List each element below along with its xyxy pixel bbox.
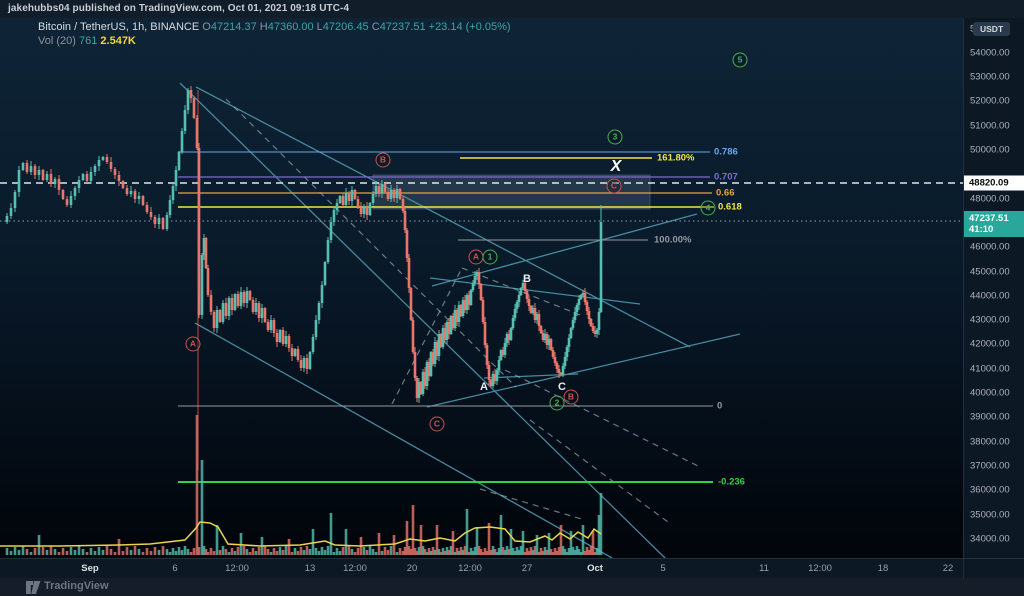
last-price-label: 47237.51 41:10 (964, 211, 1024, 237)
legend-row-volume: Vol (20) 761 2.547K (38, 35, 511, 47)
price-axis-label: 45000.00 (970, 266, 1010, 277)
price-axis-label: 46000.00 (970, 241, 1010, 253)
publish-info-text: jakehubbs04 published on TradingView.com… (8, 3, 350, 14)
time-axis-label: 6 (172, 563, 178, 574)
price-axis-label: 36000.00 (970, 484, 1010, 496)
ohlc-key: O (202, 21, 211, 33)
symbol-legend: Bitcoin / TetherUS, 1h, BINANCE O47214.3… (38, 21, 511, 47)
time-axis-label: Sep (81, 563, 99, 574)
price-axis-label: 53000.00 (970, 71, 1010, 83)
price-axis-label: 39000.00 (970, 411, 1010, 423)
volume-value: 761 (78, 35, 98, 47)
legend-row-ohlc: Bitcoin / TetherUS, 1h, BINANCE O47214.3… (38, 21, 511, 33)
price-axis-label: 51000.00 (970, 120, 1010, 132)
tradingview-brand-text[interactable]: TradingView (44, 580, 109, 592)
price-axis-label: 43000.00 (970, 314, 1010, 326)
ohlc-value: 47214.37 (210, 21, 257, 33)
time-axis-label: 18 (877, 563, 889, 574)
bar-countdown: 41:10 (969, 224, 994, 235)
ohlc-key: H (256, 21, 268, 33)
time-axis-label: 12:00 (808, 563, 832, 574)
change-value: +23.14 (+0.05%) (428, 21, 511, 33)
ohlc-value: 47360.00 (267, 21, 314, 33)
price-axis-label: 40000.00 (970, 387, 1010, 399)
last-price-value: 47237.51 (969, 213, 1009, 224)
publish-info-bar: jakehubbs04 published on TradingView.com… (0, 0, 1024, 18)
price-axis-label: 41000.00 (970, 363, 1010, 375)
time-axis[interactable]: Sep 6 12:00 13 12:00 20 12:00 27 Oct 5 11 12:00 18 22 (0, 558, 1024, 578)
ohlc-key: C (368, 21, 380, 33)
ohlc-value: 47237.51 (379, 21, 426, 33)
price-axis-label: 48000.00 (970, 193, 1010, 205)
candlestick-chart[interactable] (0, 18, 963, 558)
price-axis-label: 35000.00 (970, 509, 1010, 520)
time-axis-label: 12:00 (343, 563, 367, 574)
time-axis-label: 11 (759, 563, 769, 574)
ohlc-value: 47206.45 (322, 21, 369, 33)
price-axis-label: 52000.00 (970, 95, 1010, 107)
time-axis-label: 22 (942, 563, 954, 574)
price-axis-label: 34000.00 (970, 533, 1010, 545)
price-axis-label: 38000.00 (970, 436, 1010, 448)
price-axis-label: 44000.00 (970, 290, 1010, 302)
time-axis-label: Oct (587, 563, 603, 574)
time-axis-label: 27 (521, 563, 533, 574)
tradingview-logo-icon[interactable] (26, 581, 41, 594)
price-axis-label: 54000.00 (970, 47, 1010, 59)
price-axis-label: 37000.00 (970, 460, 1010, 472)
symbol-title[interactable]: Bitcoin / TetherUS, 1h, BINANCE (38, 21, 200, 33)
volume-label[interactable]: Vol (20) (38, 35, 76, 47)
currency-toggle-button[interactable]: USDT (973, 22, 1011, 36)
time-axis-label: 12:00 (458, 563, 482, 574)
crosshair-price-label: 48820.09 (964, 175, 1024, 191)
time-axis-label: 5 (660, 563, 666, 574)
chart-pane[interactable]: 0.786 0.707 0.66 0.618 161.80% 100.00% 0 -0.236… (0, 18, 963, 558)
price-axis-label: 42000.00 (970, 338, 1010, 350)
volume-ma-value: 2.547K (100, 35, 136, 47)
axis-corner (963, 558, 1024, 578)
price-axis[interactable]: 55000.0054000.0053000.0052000.0051000.00… (963, 18, 1024, 558)
time-axis-label: 12:00 (225, 563, 249, 574)
ohlc-values: O47214.37 H47360.00 L47206.45 C47237.51 (202, 21, 425, 33)
price-axis-label: 50000.00 (970, 144, 1010, 156)
footer-bar: TradingView (0, 578, 1024, 596)
time-axis-label: 20 (406, 563, 418, 574)
ohlc-key: L (313, 21, 323, 33)
time-axis-label: 13 (304, 563, 316, 574)
